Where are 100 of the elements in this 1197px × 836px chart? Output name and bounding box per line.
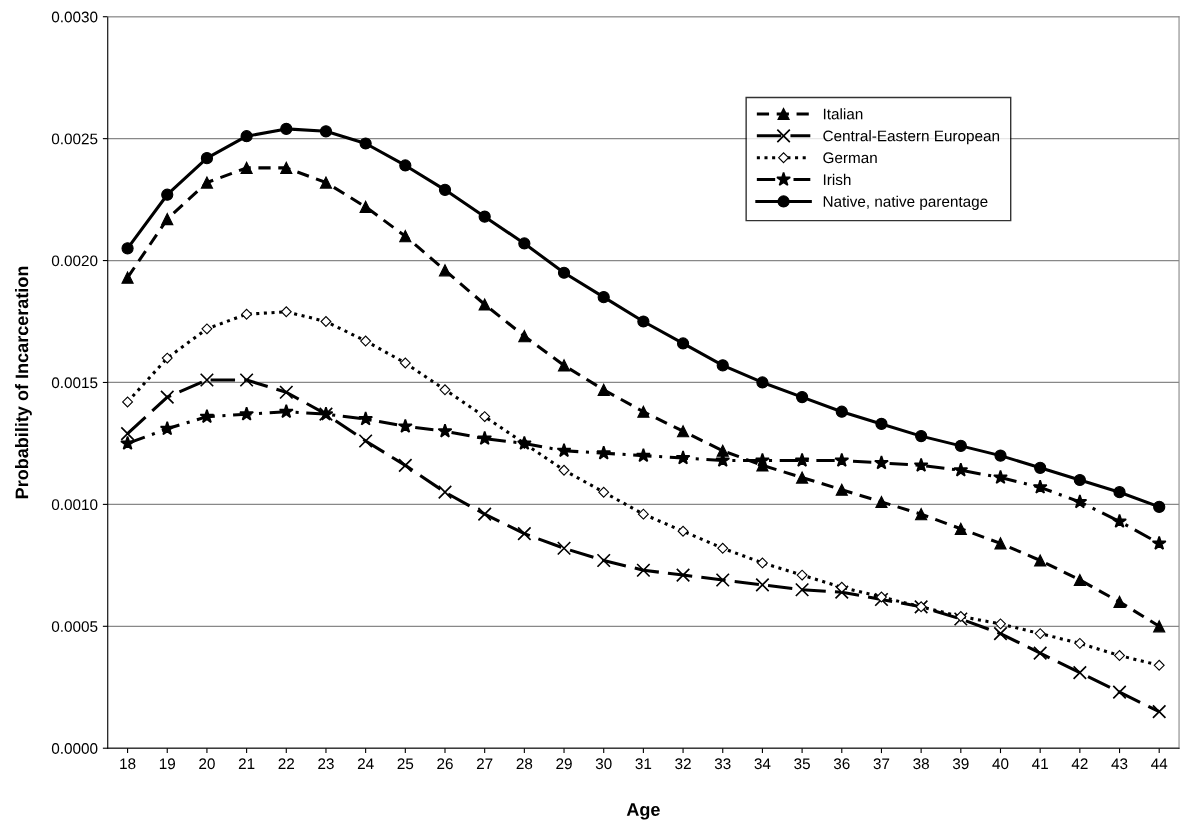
point (715, 572, 730, 588)
y-axis-title: Probability of Incarceration (15, 266, 32, 499)
point (239, 406, 255, 421)
point (161, 352, 173, 364)
legend-label: Irish (823, 173, 851, 186)
point (359, 200, 372, 214)
point (675, 450, 691, 465)
point (955, 611, 967, 623)
point (122, 396, 134, 408)
point (240, 130, 253, 143)
point (795, 390, 809, 404)
legend-label: Central-Eastern European (823, 130, 1000, 145)
point (358, 411, 374, 426)
point (756, 557, 768, 569)
point (795, 471, 809, 484)
point (477, 507, 492, 522)
point (716, 359, 729, 372)
point (913, 457, 929, 472)
point (397, 418, 413, 433)
point (1033, 646, 1048, 661)
point (875, 591, 887, 603)
point (159, 421, 175, 436)
point (1114, 650, 1125, 662)
point (1112, 513, 1127, 528)
point (915, 508, 928, 521)
point (359, 137, 372, 150)
point (201, 323, 213, 335)
x-tick-label: 37 (873, 758, 890, 770)
y-tick-label: 0.0015 (51, 377, 98, 389)
point (597, 383, 610, 396)
point (160, 390, 175, 405)
x-tick-label: 22 (278, 758, 295, 770)
point (755, 577, 770, 592)
point (161, 188, 174, 201)
point (557, 266, 571, 279)
x-tick-label: 27 (476, 758, 493, 770)
point (1073, 573, 1086, 587)
point (756, 376, 769, 389)
point (795, 582, 810, 597)
point (479, 411, 491, 423)
x-tick-label: 42 (1071, 758, 1088, 770)
point (360, 335, 372, 347)
point (1113, 486, 1126, 499)
point (675, 568, 691, 583)
point (478, 298, 491, 311)
y-tick-label: 0.0025 (51, 133, 98, 145)
point (676, 337, 690, 350)
point (1151, 535, 1167, 550)
point (993, 469, 1008, 485)
x-tick-label: 30 (595, 758, 612, 770)
point (399, 159, 412, 172)
point (1073, 473, 1086, 487)
x-tick-label: 34 (754, 758, 771, 770)
point (437, 423, 453, 438)
point (875, 417, 888, 431)
x-tick-label: 20 (199, 758, 215, 770)
point (120, 435, 136, 450)
point (399, 230, 412, 243)
x-axis-title: Age (626, 803, 660, 820)
point (637, 315, 650, 328)
point (319, 125, 333, 138)
point (438, 264, 452, 277)
point (477, 430, 493, 446)
x-tick-label: 24 (357, 758, 374, 770)
x-tick-label: 23 (318, 758, 334, 770)
point (558, 464, 570, 476)
point (1153, 659, 1165, 671)
x-tick-label: 44 (1151, 758, 1168, 770)
point (280, 122, 293, 135)
x-tick-label: 35 (794, 758, 810, 770)
x-tick-label: 19 (159, 758, 176, 770)
point (199, 408, 215, 424)
legend-label: Italian (823, 108, 863, 120)
point (596, 553, 611, 568)
x-tick-label: 29 (556, 758, 572, 770)
point (993, 626, 1008, 641)
point (240, 161, 253, 175)
x-tick-label: 31 (635, 758, 652, 770)
point (278, 403, 294, 419)
point (438, 183, 452, 196)
point (279, 385, 294, 400)
x-tick-label: 32 (675, 758, 691, 770)
point (1072, 665, 1087, 680)
point (200, 176, 214, 189)
point (835, 483, 848, 496)
point (556, 541, 572, 556)
x-tick-label: 40 (992, 758, 1009, 770)
point (437, 485, 453, 500)
point (754, 452, 770, 467)
point (834, 585, 849, 600)
point (597, 291, 610, 304)
legend-label: Native, native parentage (823, 195, 988, 210)
x-tick-label: 21 (238, 758, 255, 770)
point (557, 359, 571, 372)
point (794, 452, 810, 467)
x-tick-label: 25 (397, 758, 414, 770)
point (954, 522, 967, 535)
point (556, 442, 572, 458)
point (717, 542, 729, 554)
point (995, 618, 1006, 630)
